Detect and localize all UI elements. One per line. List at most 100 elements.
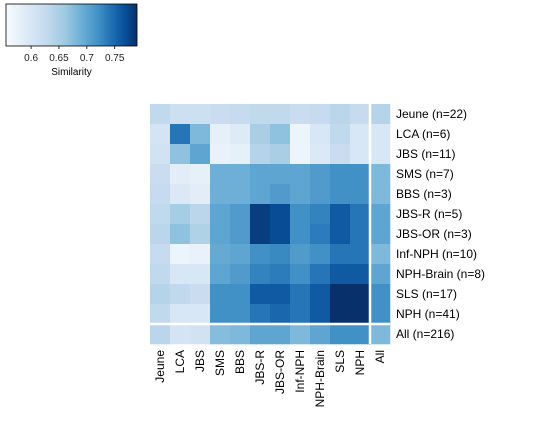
column-label: All <box>373 350 387 363</box>
heatmap-cell <box>310 244 331 265</box>
heatmap-cell <box>290 124 311 145</box>
heatmap-cell <box>330 284 351 305</box>
heatmap-cell <box>290 304 311 325</box>
heatmap-cell <box>290 264 311 285</box>
heatmap-cell <box>230 244 251 265</box>
heatmap-cell <box>370 304 391 325</box>
heatmap-cell <box>370 284 391 305</box>
heatmap-cell <box>210 244 231 265</box>
heatmap-cell <box>370 264 391 285</box>
heatmap-cell <box>250 264 271 285</box>
row-label: Inf-NPH (n=10) <box>396 247 477 261</box>
heatmap-cell <box>250 104 271 125</box>
heatmap-cell <box>290 224 311 245</box>
heatmap-cell <box>150 244 171 265</box>
row-labels: Jeune (n=22) LCA (n=6) JBS (n=11) SMS (n=7)… <box>396 107 485 341</box>
heatmap-cell <box>270 224 291 245</box>
colorbar-gradient <box>5 3 138 47</box>
colorbar-tick-label: 0.7 <box>80 53 94 64</box>
heatmap-cell <box>350 184 371 205</box>
colorbar-legend: 0.6 0.65 0.7 0.75 Similarity <box>5 3 138 78</box>
heatmap-cell <box>150 224 171 245</box>
heatmap-cell <box>330 304 351 325</box>
heatmap-cell <box>310 224 331 245</box>
heatmap-cell <box>290 324 311 345</box>
heatmap-cell <box>290 244 311 265</box>
heatmap-cell <box>190 104 211 125</box>
heatmap-cell <box>150 304 171 325</box>
heatmap-cell <box>290 104 311 125</box>
heatmap-cell <box>370 204 391 225</box>
row-label: All (n=216) <box>396 327 454 341</box>
heatmap-cell <box>170 304 191 325</box>
heatmap-cell <box>310 104 331 125</box>
heatmap-cell <box>190 304 211 325</box>
heatmap-cell <box>250 184 271 205</box>
heatmap-cell <box>330 264 351 285</box>
heatmap-cell <box>350 244 371 265</box>
row-label: JBS (n=11) <box>396 147 455 161</box>
row-label: SLS (n=17) <box>396 287 457 301</box>
heatmap-cell <box>370 164 391 185</box>
heatmap-cell <box>230 144 251 165</box>
heatmap-cell <box>270 264 291 285</box>
heatmap-cell <box>350 204 371 225</box>
heatmap-cell <box>190 264 211 285</box>
heatmap-cell <box>370 104 391 125</box>
heatmap-cell <box>310 284 331 305</box>
heatmap-cell <box>350 144 371 165</box>
heatmap-cell <box>150 104 171 125</box>
heatmap-cell <box>270 244 291 265</box>
heatmap-cell <box>230 104 251 125</box>
heatmap-cell <box>350 124 371 145</box>
heatmap-cell <box>170 204 191 225</box>
heatmap-cell <box>330 124 351 145</box>
heatmap-cell <box>330 164 351 185</box>
heatmap-cell <box>250 164 271 185</box>
heatmap-cell <box>170 104 191 125</box>
colorbar-tick-label: 0.75 <box>105 53 125 64</box>
heatmap-cell <box>270 124 291 145</box>
heatmap-cell <box>210 324 231 345</box>
heatmap-cell <box>290 144 311 165</box>
heatmap-cell <box>310 164 331 185</box>
heatmap-cell <box>270 284 291 305</box>
row-label: JBS-OR (n=3) <box>396 227 472 241</box>
row-label: SMS (n=7) <box>396 167 454 181</box>
heatmap-cell <box>310 184 331 205</box>
row-label: JBS-R (n=5) <box>396 207 462 221</box>
heatmap-cell <box>210 184 231 205</box>
heatmap-cell <box>190 324 211 345</box>
heatmap-cell <box>330 204 351 225</box>
heatmap-cell <box>370 124 391 145</box>
heatmap-cell <box>230 284 251 305</box>
heatmap-cell <box>270 324 291 345</box>
heatmap-cell <box>310 324 331 345</box>
heatmap-cell <box>210 284 231 305</box>
heatmap-grid <box>150 104 391 345</box>
heatmap-cell <box>190 184 211 205</box>
heatmap-cell <box>150 144 171 165</box>
heatmap-cell <box>170 184 191 205</box>
heatmap-cell <box>310 124 331 145</box>
heatmap-cell <box>330 324 351 345</box>
heatmap-cell <box>250 224 271 245</box>
heatmap-cell <box>270 144 291 165</box>
heatmap-cell <box>150 184 171 205</box>
heatmap-cell <box>170 324 191 345</box>
colorbar-tick-label: 0.65 <box>49 53 69 64</box>
heatmap-cell <box>170 264 191 285</box>
row-label: BBS (n=3) <box>396 187 452 201</box>
heatmap-cell <box>250 324 271 345</box>
heatmap-cell <box>150 124 171 145</box>
row-label: Jeune (n=22) <box>396 107 467 121</box>
heatmap-cell <box>230 164 251 185</box>
heatmap-cell <box>170 244 191 265</box>
heatmap-cell <box>190 204 211 225</box>
heatmap-cell <box>190 124 211 145</box>
heatmap-cell <box>250 244 271 265</box>
heatmap-cell <box>290 284 311 305</box>
heatmap-cell <box>290 184 311 205</box>
heatmap-cell <box>310 264 331 285</box>
